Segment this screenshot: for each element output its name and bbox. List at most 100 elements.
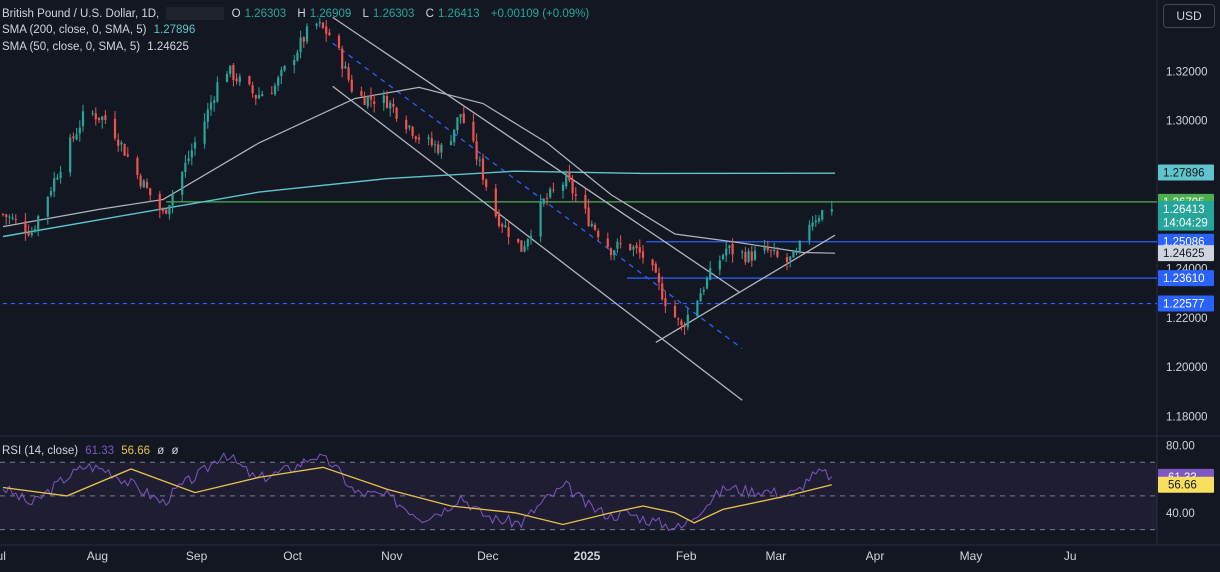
sma50-value: 1.24625 bbox=[147, 41, 189, 53]
candle-body bbox=[91, 112, 94, 114]
sma200-label: SMA (200, close, 0, SMA, 5) bbox=[2, 24, 147, 36]
candle-body bbox=[433, 144, 437, 146]
sma200-legend[interactable]: SMA (200, close, 0, SMA, 5) 1.27896 bbox=[2, 24, 199, 36]
candle-body bbox=[328, 32, 331, 36]
candle-body bbox=[270, 93, 273, 95]
candle-body bbox=[261, 94, 264, 97]
candle-body bbox=[360, 90, 363, 96]
candle-body bbox=[619, 243, 622, 245]
candle-body bbox=[654, 263, 657, 273]
rsi-label: RSI (14, close) bbox=[2, 445, 79, 457]
candle-body bbox=[225, 73, 229, 83]
candle-body bbox=[113, 118, 117, 139]
candle-body bbox=[657, 273, 661, 283]
candle-body bbox=[747, 250, 750, 262]
symbol-legend: British Pound / U.S. Dollar, 1D, O 1.2630… bbox=[2, 7, 593, 20]
candle-body bbox=[72, 136, 75, 139]
candle-body bbox=[683, 325, 686, 328]
candle-body bbox=[792, 251, 795, 258]
candle-body bbox=[181, 172, 184, 195]
ohlc-open: O 1.26303 bbox=[231, 7, 287, 20]
candle-body bbox=[296, 52, 299, 61]
candle-body bbox=[149, 188, 152, 195]
price-label-text: 1.27896 bbox=[1163, 168, 1205, 180]
candle-body bbox=[731, 243, 734, 255]
candle-body bbox=[33, 229, 37, 231]
candle-body bbox=[817, 218, 821, 222]
candle-body bbox=[414, 136, 417, 139]
candle-body bbox=[318, 22, 321, 24]
trendline bbox=[332, 16, 740, 293]
candle-body bbox=[632, 246, 635, 250]
price-tick-label: 1.32000 bbox=[1166, 66, 1208, 78]
candle-body bbox=[248, 76, 251, 85]
candle-body bbox=[341, 48, 344, 69]
candle-body bbox=[53, 178, 56, 192]
candle-body bbox=[741, 251, 744, 253]
candle-body bbox=[257, 95, 261, 99]
rsi-tick-label: 80.00 bbox=[1166, 440, 1195, 452]
candle-body bbox=[638, 247, 641, 253]
candle-body bbox=[315, 23, 318, 26]
candle-body bbox=[485, 179, 488, 188]
candle-body bbox=[814, 220, 817, 223]
candle-body bbox=[785, 257, 789, 262]
candle-body bbox=[238, 76, 241, 83]
candle-body bbox=[651, 259, 654, 266]
candle-body bbox=[277, 77, 280, 86]
candle-body bbox=[776, 250, 779, 257]
candle-body bbox=[725, 248, 728, 256]
candle-body bbox=[126, 154, 129, 157]
candle-body bbox=[702, 289, 705, 292]
ohlc-close: C 1.26413 bbox=[425, 7, 480, 20]
candle-body bbox=[417, 137, 421, 140]
rsi-na-2: ø bbox=[171, 445, 179, 457]
candle-body bbox=[350, 79, 353, 92]
rsi-label-text: 56.66 bbox=[1168, 480, 1197, 492]
candle-body bbox=[795, 251, 798, 253]
time-tick-label: Mar bbox=[765, 549, 786, 563]
candle-body bbox=[504, 225, 507, 228]
rsi-tick-label: 40.00 bbox=[1166, 508, 1195, 520]
candle-body bbox=[616, 241, 619, 249]
price-tick-label: 1.20000 bbox=[1166, 362, 1208, 374]
price-label-box bbox=[1158, 164, 1214, 181]
candle-body bbox=[273, 85, 277, 95]
candle-body bbox=[613, 250, 616, 256]
candle-body bbox=[49, 191, 53, 196]
candle-body bbox=[520, 240, 523, 252]
time-tick-label: Ju bbox=[1064, 549, 1077, 563]
candle-body bbox=[437, 144, 440, 154]
candle-body bbox=[187, 158, 190, 161]
candle-body bbox=[59, 171, 62, 179]
sma200-line bbox=[2, 170, 836, 238]
sma50-line bbox=[2, 86, 836, 254]
candle-body bbox=[165, 209, 168, 214]
candle-body bbox=[321, 22, 325, 28]
rsi-legend-value: 61.33 bbox=[85, 445, 115, 457]
candle-body bbox=[763, 246, 766, 251]
candle-body bbox=[78, 127, 81, 134]
candle-body bbox=[254, 95, 257, 99]
candle-body bbox=[56, 177, 59, 180]
candle-body bbox=[37, 216, 40, 230]
candle-body bbox=[568, 171, 571, 181]
candle-body bbox=[453, 129, 456, 143]
currency-button[interactable]: USD bbox=[1163, 4, 1215, 28]
candle-body bbox=[229, 65, 232, 74]
candle-body bbox=[161, 209, 165, 212]
rsi-legend[interactable]: RSI (14, close) 61.33 56.66 ø ø bbox=[2, 445, 183, 457]
redacted-box bbox=[166, 7, 225, 20]
candle-body bbox=[529, 235, 533, 239]
candle-body bbox=[677, 318, 680, 320]
rsi-na-1: ø bbox=[157, 445, 165, 457]
candle-body bbox=[97, 117, 101, 120]
candle-body bbox=[366, 96, 369, 107]
sma50-legend[interactable]: SMA (50, close, 0, SMA, 5) 1.24625 bbox=[2, 41, 193, 53]
candle-body bbox=[14, 218, 17, 220]
candle-body bbox=[337, 35, 341, 49]
candle-body bbox=[769, 250, 773, 252]
candle-body bbox=[216, 82, 219, 102]
candle-body bbox=[497, 214, 501, 226]
